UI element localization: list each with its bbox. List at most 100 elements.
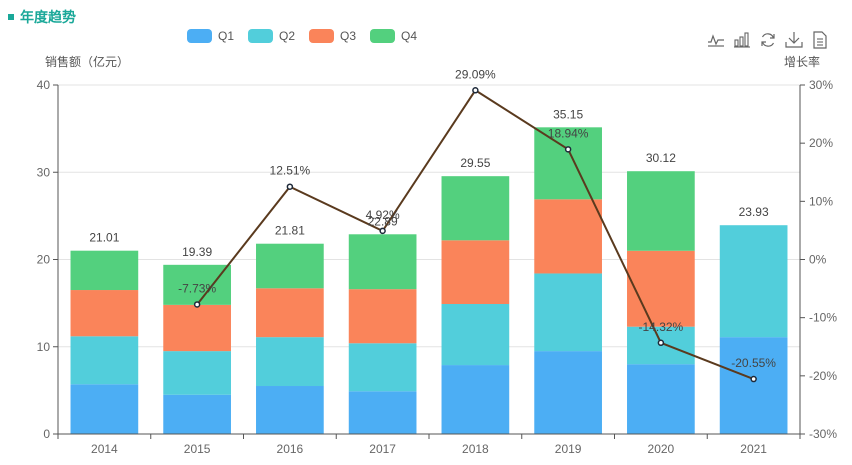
bar-q2-2016	[256, 337, 324, 387]
growth-label-2021: -20.55%	[731, 356, 776, 370]
bar-q1-2016	[256, 386, 324, 434]
y2-tick-label: 10%	[809, 194, 833, 208]
bar-q4-2014	[70, 250, 139, 291]
legend-item-q2[interactable]: Q2	[248, 29, 295, 43]
x-tick-label: 2016	[277, 442, 304, 456]
y-tick-label: 30	[37, 165, 51, 179]
y-tick-label: 10	[37, 340, 51, 354]
legend-swatch-q2	[248, 29, 274, 43]
bar-q1-2014	[70, 384, 139, 434]
total-label-2019: 35.15	[553, 107, 583, 121]
axes: 0 10 20 30 40 -30% -20% -10% 0% 10% 20% 30% 2014 2015…	[37, 78, 838, 456]
bar-q4-2015	[163, 264, 231, 305]
y2-axis-name: 增长率	[784, 54, 820, 69]
bar-q4-2017	[348, 234, 417, 290]
growth-label-2019: 18.94%	[548, 126, 589, 140]
y-axis-name: 销售额（亿元）	[45, 54, 129, 69]
bar-q3-2019	[534, 199, 602, 274]
bar-q1-2021	[719, 337, 788, 434]
line-chart-icon[interactable]	[707, 31, 725, 49]
bar-q4-2016	[256, 243, 324, 289]
bar-q2-2019	[534, 273, 602, 352]
growth-point-2016[interactable]	[286, 183, 294, 190]
y2-tick-label: -30%	[809, 427, 837, 441]
growth-label-2018: 29.09%	[455, 67, 496, 81]
growth-label-2016: 12.51%	[270, 164, 311, 178]
bar-q2-2018	[441, 303, 510, 366]
y-tick-label: 20	[37, 253, 51, 267]
restore-icon[interactable]	[759, 31, 777, 49]
y2-tick-label: 30%	[809, 78, 833, 92]
legend-swatch-q3	[309, 29, 335, 43]
title-text: 年度趋势	[20, 9, 76, 25]
bar-q1-2020	[627, 364, 695, 434]
legend-item-q4[interactable]: Q4	[370, 29, 417, 43]
legend-label-q4: Q4	[401, 29, 418, 43]
growth-point-2015[interactable]	[193, 301, 201, 308]
legend: Q1 Q2 Q3 Q4	[187, 29, 417, 43]
x-tick-label: 2021	[740, 442, 767, 456]
x-tick-label: 2014	[91, 442, 118, 456]
bar-q3-2016	[256, 288, 324, 338]
total-label-2015: 19.39	[182, 245, 212, 259]
title-marker-icon	[8, 14, 14, 20]
x-tick-label: 2017	[369, 442, 396, 456]
total-label-2017: 22.89	[368, 214, 398, 228]
legend-label-q1: Q1	[218, 29, 235, 43]
growth-label-2020: -14.32%	[639, 320, 684, 334]
bar-q1-2017	[348, 391, 417, 434]
legend-label-q3: Q3	[340, 29, 357, 43]
total-label-2018: 29.55	[460, 156, 490, 170]
bar-q3-2018	[441, 240, 510, 304]
download-icon[interactable]	[785, 31, 803, 49]
growth-point-2021[interactable]	[750, 375, 757, 383]
bar-q1-2015	[163, 394, 231, 434]
bar-chart-icon[interactable]	[733, 31, 751, 49]
total-label-2016: 21.81	[275, 224, 305, 238]
y2-tick-label: -20%	[809, 369, 837, 383]
bar-q2-2017	[348, 343, 417, 392]
growth-point-2019[interactable]	[564, 146, 572, 153]
growth-label-2015: -7.73%	[178, 281, 216, 295]
bar-q2-2021	[719, 225, 788, 338]
data-view-icon[interactable]	[811, 31, 829, 49]
bar-q1-2019	[534, 351, 602, 434]
bar-q3-2020	[627, 250, 695, 327]
bar-q1-2018	[441, 365, 510, 434]
y2-tick-label: 20%	[809, 136, 833, 150]
bar-q3-2015	[163, 304, 231, 352]
legend-swatch-q1	[187, 29, 212, 43]
bar-q2-2015	[163, 351, 231, 395]
bar-q2-2014	[70, 336, 139, 385]
bar-q4-2020	[627, 171, 695, 251]
data-labels: 21.01 19.39 21.81 22.89 29.55 35.15 30.12 23.93…	[89, 67, 776, 370]
legend-item-q1[interactable]: Q1	[187, 29, 234, 43]
x-tick-label: 2018	[462, 442, 489, 456]
y2-tick-label: 0%	[809, 253, 827, 267]
total-label-2020: 30.12	[646, 151, 676, 165]
legend-label-q2: Q2	[279, 29, 296, 43]
legend-swatch-q4	[370, 29, 396, 43]
growth-point-2018[interactable]	[472, 87, 479, 94]
x-tick-label: 2020	[648, 442, 675, 456]
growth-line	[193, 87, 757, 383]
bar-q4-2019	[534, 127, 602, 200]
total-label-2021: 23.93	[739, 205, 769, 219]
growth-point-2017[interactable]	[379, 227, 386, 235]
toolbox	[707, 31, 829, 49]
growth-point-2020[interactable]	[657, 339, 665, 347]
y2-tick-label: -10%	[809, 311, 837, 325]
bar-q4-2018	[441, 176, 510, 241]
bar-q3-2014	[70, 290, 139, 337]
bar-q3-2017	[348, 289, 417, 344]
bars	[70, 127, 788, 434]
chart-title: 年度趋势	[8, 7, 76, 27]
y-tick-label: 0	[43, 427, 50, 441]
y-tick-label: 40	[37, 78, 51, 92]
x-tick-label: 2019	[555, 442, 582, 456]
total-label-2014: 21.01	[89, 231, 119, 245]
x-tick-label: 2015	[184, 442, 211, 456]
growth-label-2017: 4.92%	[366, 208, 400, 222]
legend-item-q3[interactable]: Q3	[309, 29, 356, 43]
